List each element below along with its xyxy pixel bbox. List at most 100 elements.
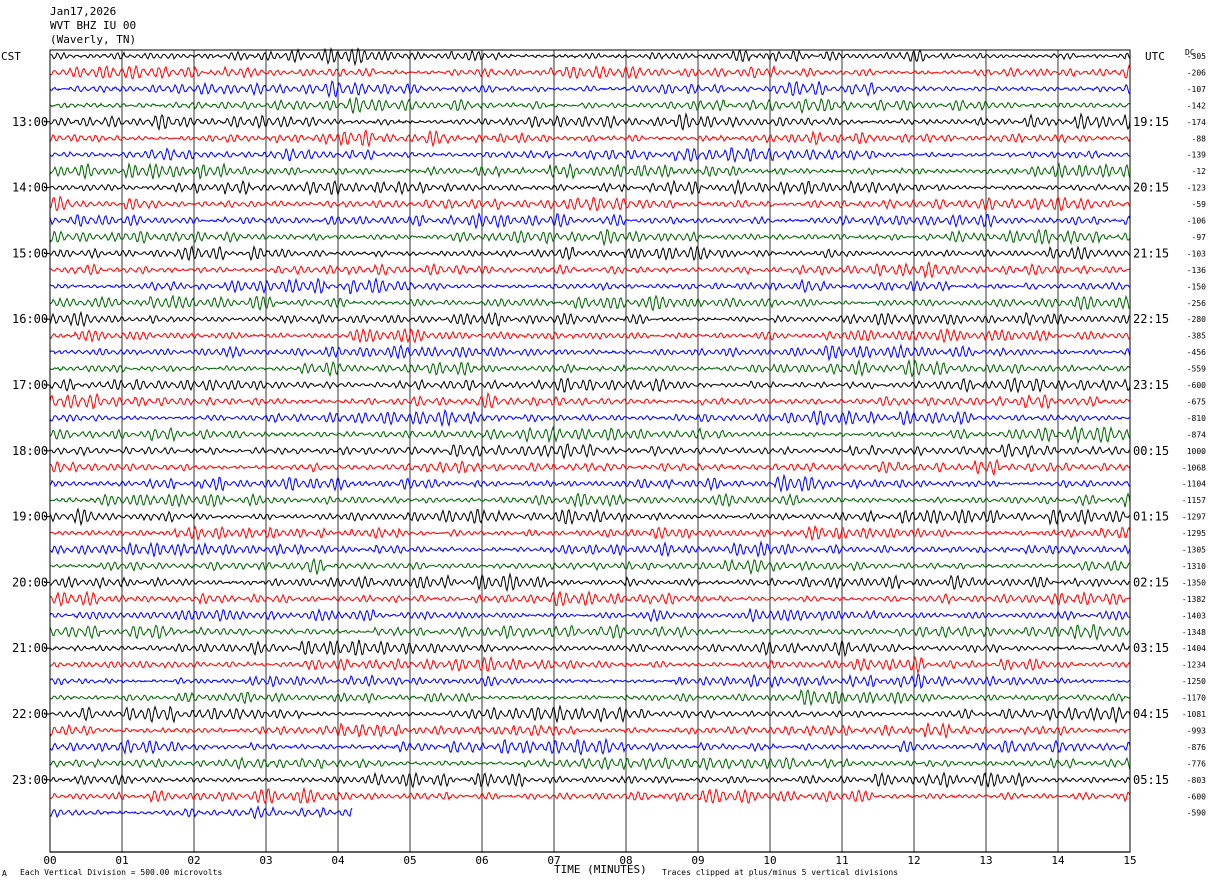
utc-hour-label: 00:15 — [1133, 444, 1169, 458]
x-tick-label: 07 — [547, 854, 560, 867]
cst-hour-label: 14:00 — [12, 181, 48, 195]
seismic-trace — [49, 673, 1131, 690]
seismic-trace — [49, 294, 1131, 312]
seismic-trace — [49, 473, 1131, 494]
x-tick-label: 11 — [835, 854, 848, 867]
seismic-trace — [49, 443, 1131, 460]
dc-offset-label: -305 — [1187, 52, 1206, 61]
seismic-trace — [49, 162, 1131, 181]
dc-offset-label: -600 — [1187, 792, 1206, 801]
dc-offset-label: -559 — [1187, 365, 1206, 374]
seismic-trace — [49, 129, 1131, 149]
seismic-trace — [49, 80, 1131, 99]
seismic-trace — [49, 245, 1131, 262]
seismic-trace — [49, 704, 1131, 725]
x-axis-title: TIME (MINUTES) — [554, 863, 647, 876]
dc-offset-label: -1104 — [1182, 480, 1206, 489]
cst-hour-label: 19:00 — [12, 510, 48, 524]
x-tick-label: 10 — [763, 854, 776, 867]
seismic-trace — [49, 557, 1131, 576]
dc-offset-label: -1403 — [1182, 611, 1206, 620]
x-tick-label: 13 — [979, 854, 992, 867]
seismic-trace — [49, 458, 1131, 477]
seismic-trace — [49, 572, 1131, 593]
dc-offset-label: -456 — [1187, 348, 1206, 357]
x-tick-label: 01 — [115, 854, 128, 867]
seismic-trace — [49, 179, 1131, 197]
dc-label: DC — [1185, 48, 1195, 57]
dc-offset-label: -256 — [1187, 299, 1206, 308]
dc-offset-label: -139 — [1187, 151, 1206, 160]
x-tick-label: 05 — [403, 854, 416, 867]
dc-offset-label: -590 — [1187, 809, 1206, 818]
dc-offset-label: -993 — [1187, 726, 1206, 735]
seismic-trace — [49, 391, 1131, 410]
seismic-trace — [49, 639, 1131, 658]
seismic-trace — [49, 737, 1131, 756]
dc-offset-label: -106 — [1187, 217, 1206, 226]
clip-note: Traces clipped at plus/minus 5 vertical … — [662, 868, 899, 877]
dc-offset-label: -874 — [1187, 430, 1206, 439]
seismic-trace — [49, 47, 1131, 67]
seismic-trace — [49, 590, 1130, 607]
seismic-trace — [49, 688, 1131, 707]
dc-offset-label: -1157 — [1182, 496, 1206, 505]
dc-offset-label: -174 — [1187, 118, 1206, 127]
plot-date: Jan17,2026 — [50, 5, 117, 18]
dc-offset-label: -150 — [1187, 282, 1206, 291]
cst-hour-label: 18:00 — [12, 444, 48, 458]
dc-offset-label: -1350 — [1182, 578, 1206, 587]
seismic-trace — [49, 721, 1131, 740]
seismic-trace — [49, 147, 1131, 164]
cst-hour-label: 21:00 — [12, 641, 48, 655]
seismic-trace — [49, 655, 1131, 675]
seismic-trace — [49, 228, 1131, 247]
seismic-trace — [49, 608, 1131, 623]
seismic-trace — [49, 623, 1131, 642]
cst-hour-label: 23:00 — [12, 773, 48, 787]
dc-offset-label: -1170 — [1182, 694, 1206, 703]
dc-offset-label: -206 — [1187, 68, 1206, 77]
left-timezone: CST — [1, 50, 21, 63]
cst-hour-label: 15:00 — [12, 246, 48, 260]
seismic-trace — [49, 327, 1131, 344]
seismic-trace — [49, 64, 1131, 80]
x-tick-label: 15 — [1123, 854, 1136, 867]
utc-hour-label: 02:15 — [1133, 575, 1169, 589]
station-code: WVT BHZ IU 00 — [50, 19, 137, 32]
dc-offset-label: -385 — [1187, 332, 1206, 341]
seismic-trace — [49, 112, 1131, 131]
dc-offset-label: -103 — [1187, 249, 1206, 258]
dc-offset-label: -675 — [1187, 397, 1206, 406]
dc-offset-label: -1404 — [1182, 644, 1206, 653]
seismic-trace — [49, 756, 1131, 771]
dc-offset-label: -1295 — [1182, 529, 1206, 538]
cst-hour-label: 16:00 — [12, 312, 48, 326]
seismic-trace — [49, 276, 1131, 295]
scale-note: Each Vertical Division = 500.00 microvol… — [20, 868, 223, 877]
dc-offset-label: -97 — [1192, 233, 1207, 242]
dc-offset-label: -12 — [1192, 167, 1207, 176]
utc-hour-label: 01:15 — [1133, 510, 1169, 524]
seismic-trace — [49, 425, 1131, 445]
seismic-trace — [49, 260, 1131, 279]
seismic-trace — [49, 212, 1131, 230]
dc-offset-label: -1234 — [1182, 661, 1206, 670]
seismic-trace — [49, 540, 1131, 558]
utc-hour-label: 20:15 — [1133, 181, 1169, 195]
x-tick-label: 04 — [331, 854, 345, 867]
dc-offset-label: -142 — [1187, 101, 1206, 110]
utc-hour-label: 21:15 — [1133, 246, 1169, 260]
seismic-trace — [49, 507, 1131, 527]
dc-offset-label: -1382 — [1182, 595, 1206, 604]
cst-hour-label: 13:00 — [12, 115, 48, 129]
cst-hour-label: 22:00 — [12, 707, 48, 721]
utc-hour-label: 05:15 — [1133, 773, 1169, 787]
seismic-trace — [49, 195, 1131, 212]
x-tick-label: 06 — [475, 854, 488, 867]
dc-offset-label: -776 — [1187, 759, 1206, 768]
dc-offset-label: -123 — [1187, 184, 1206, 193]
seismic-trace — [49, 786, 1131, 805]
dc-offset-label: -810 — [1187, 414, 1206, 423]
